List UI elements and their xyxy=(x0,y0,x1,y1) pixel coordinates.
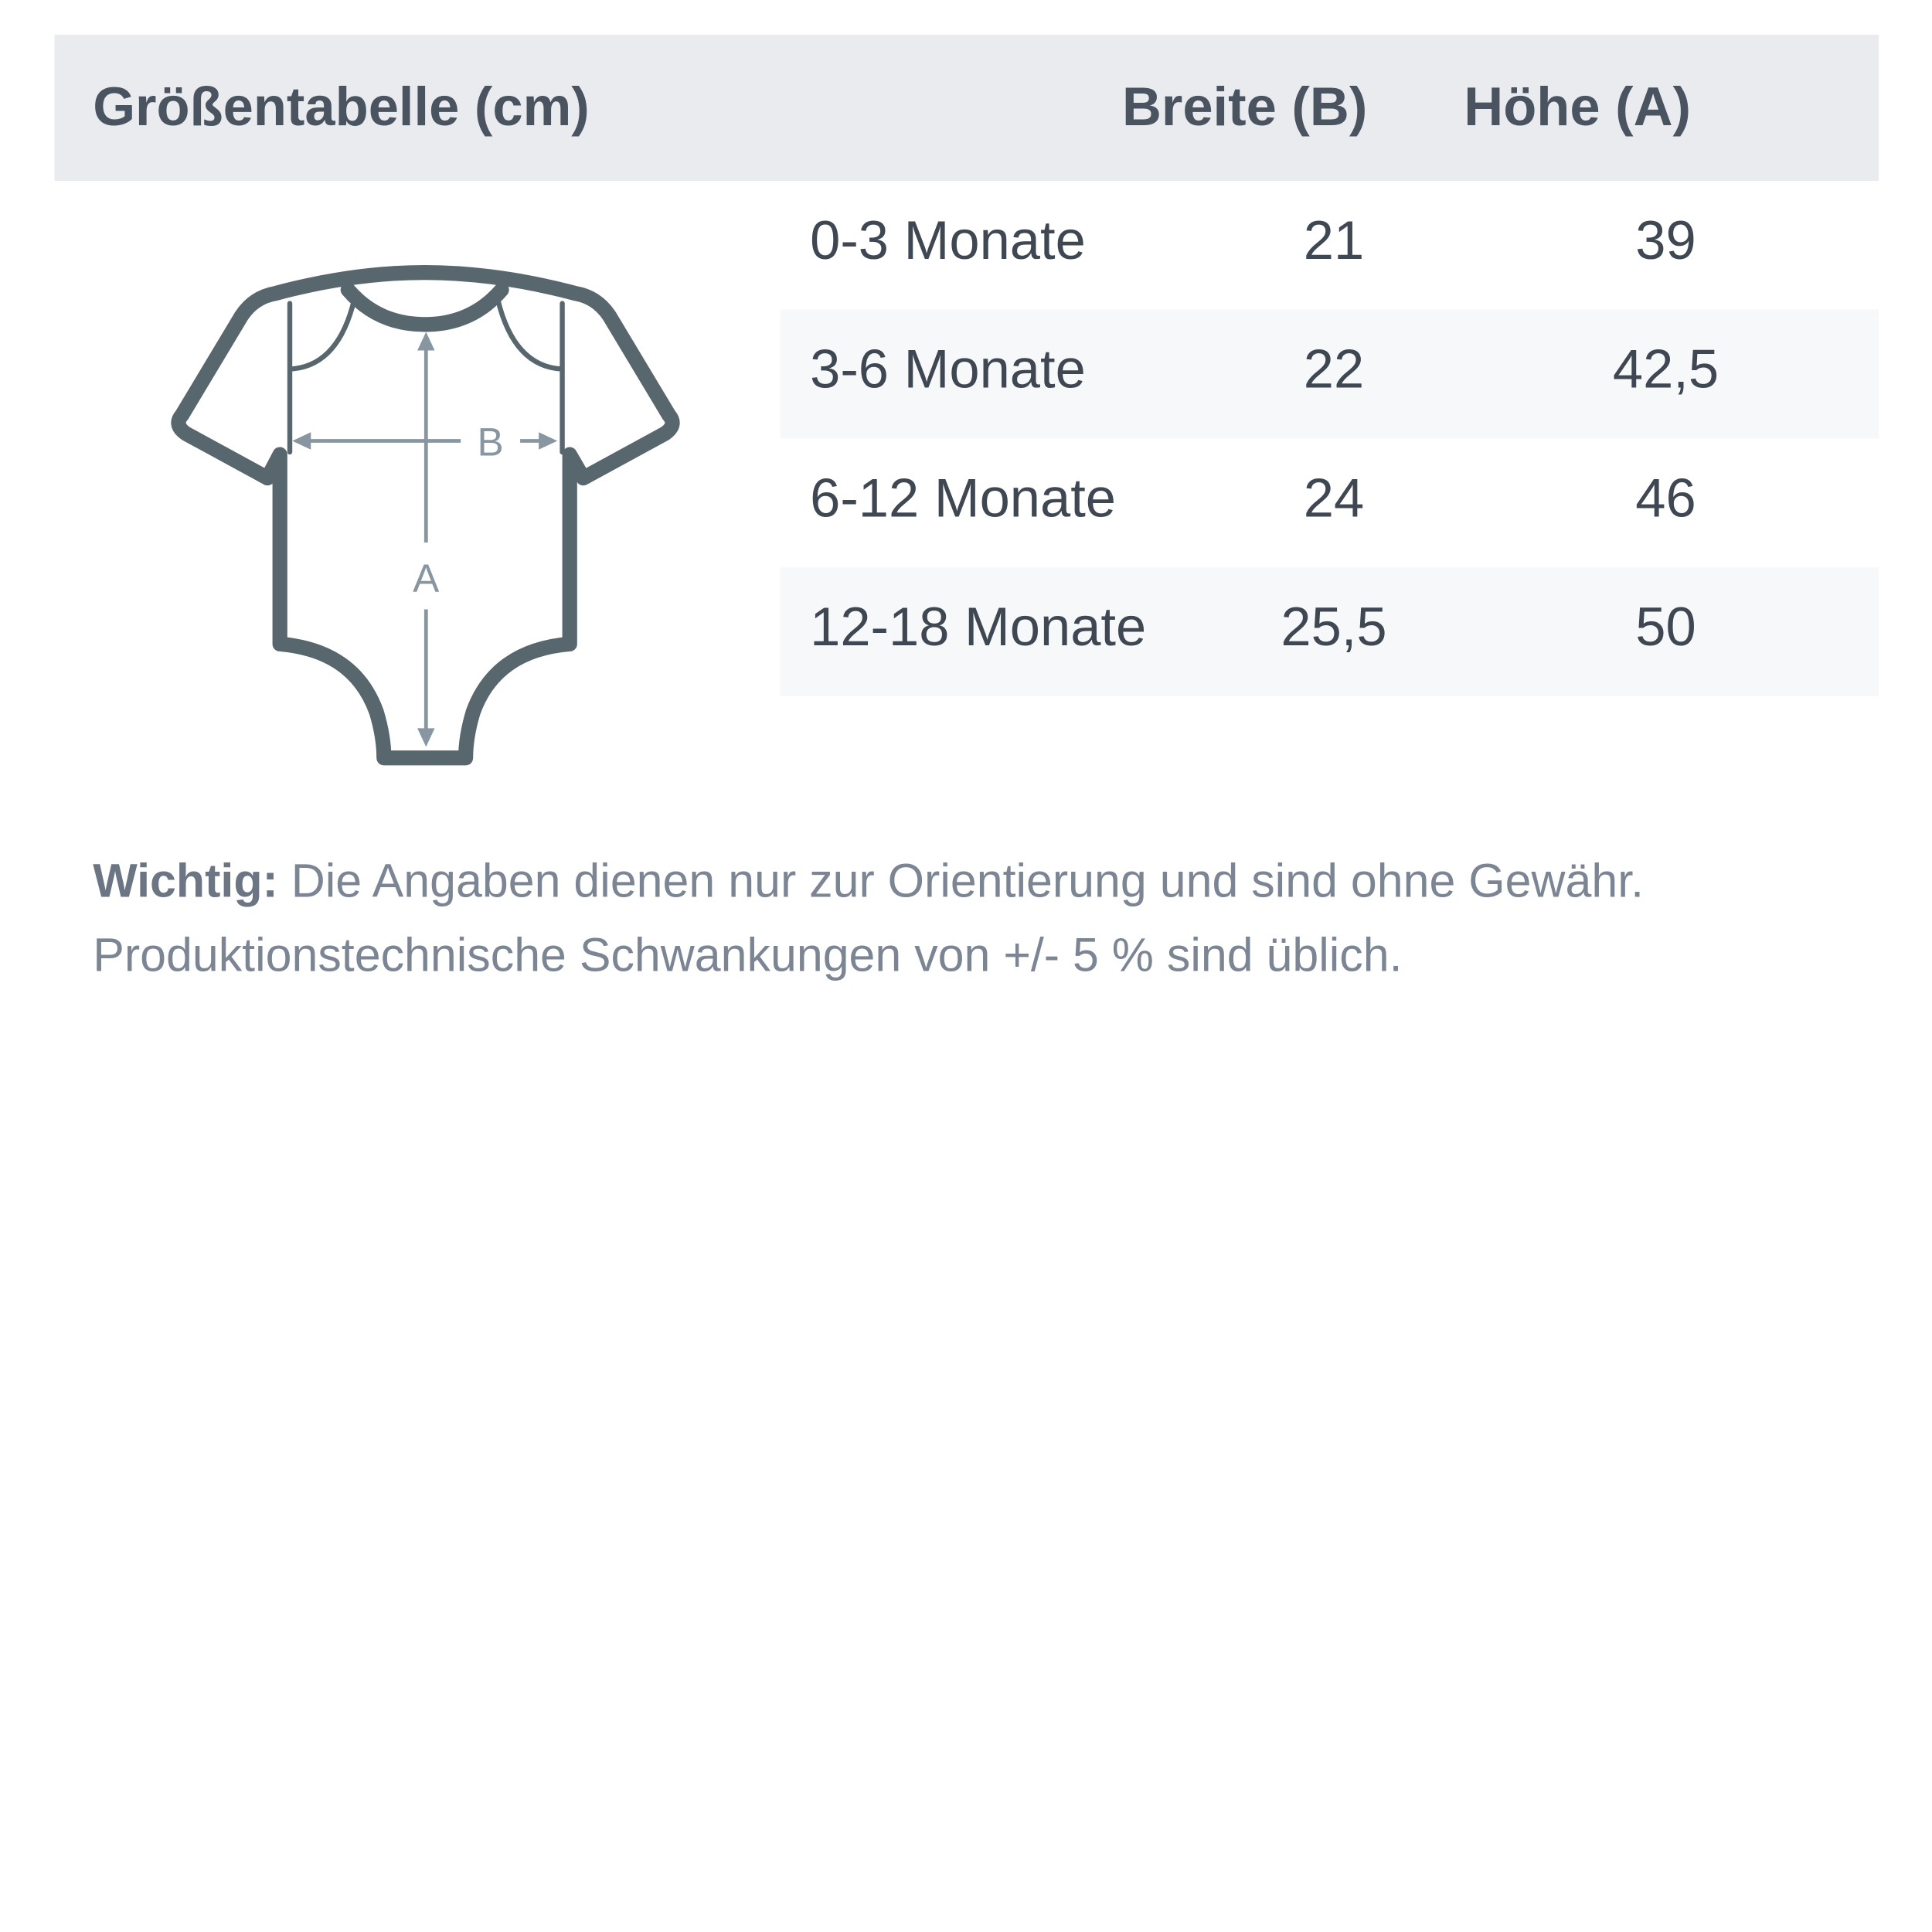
height-cell: 46 xyxy=(1635,468,1696,529)
table-row: 0-3 Monate 21 39 xyxy=(781,181,1879,310)
width-cell: 24 xyxy=(1303,468,1365,529)
column-header-width: Breite (B) xyxy=(1121,77,1368,138)
table-row: 3-6 Monate 22 42,5 xyxy=(780,309,1879,439)
note-line-2: Produktionstechnische Schwankungen von +… xyxy=(93,930,1403,982)
disclaimer-note: Wichtig: Die Angaben dienen nur zur Orie… xyxy=(93,845,1889,993)
column-header-height: Höhe (A) xyxy=(1464,77,1692,138)
width-cell: 21 xyxy=(1303,210,1365,271)
table-row: 6-12 Monate 24 46 xyxy=(781,438,1879,567)
note-label: Wichtig: xyxy=(93,855,278,908)
bodysuit-diagram: B A xyxy=(171,264,680,766)
width-cell: 25,5 xyxy=(1281,597,1387,658)
note-line-1: Die Angaben dienen nur zur Orientierung … xyxy=(277,855,1645,908)
bodysuit-outline-icon xyxy=(171,264,680,766)
height-cell: 39 xyxy=(1635,210,1696,271)
table-row: 12-18 Monate 25,5 50 xyxy=(780,566,1879,696)
size-cell: 0-3 Monate xyxy=(810,210,1086,271)
label-a: A xyxy=(413,556,440,600)
table-header: Größentabelle (cm) Breite (B) Höhe (A) xyxy=(54,34,1879,181)
size-cell: 12-18 Monate xyxy=(810,597,1147,658)
size-cell: 6-12 Monate xyxy=(810,468,1117,529)
height-cell: 42,5 xyxy=(1612,339,1719,400)
label-b: B xyxy=(478,420,504,464)
measure-arrows-icon xyxy=(292,332,558,747)
size-cell: 3-6 Monate xyxy=(810,339,1086,400)
width-cell: 22 xyxy=(1303,339,1365,400)
height-cell: 50 xyxy=(1635,597,1696,658)
table-title: Größentabelle (cm) xyxy=(93,77,590,138)
